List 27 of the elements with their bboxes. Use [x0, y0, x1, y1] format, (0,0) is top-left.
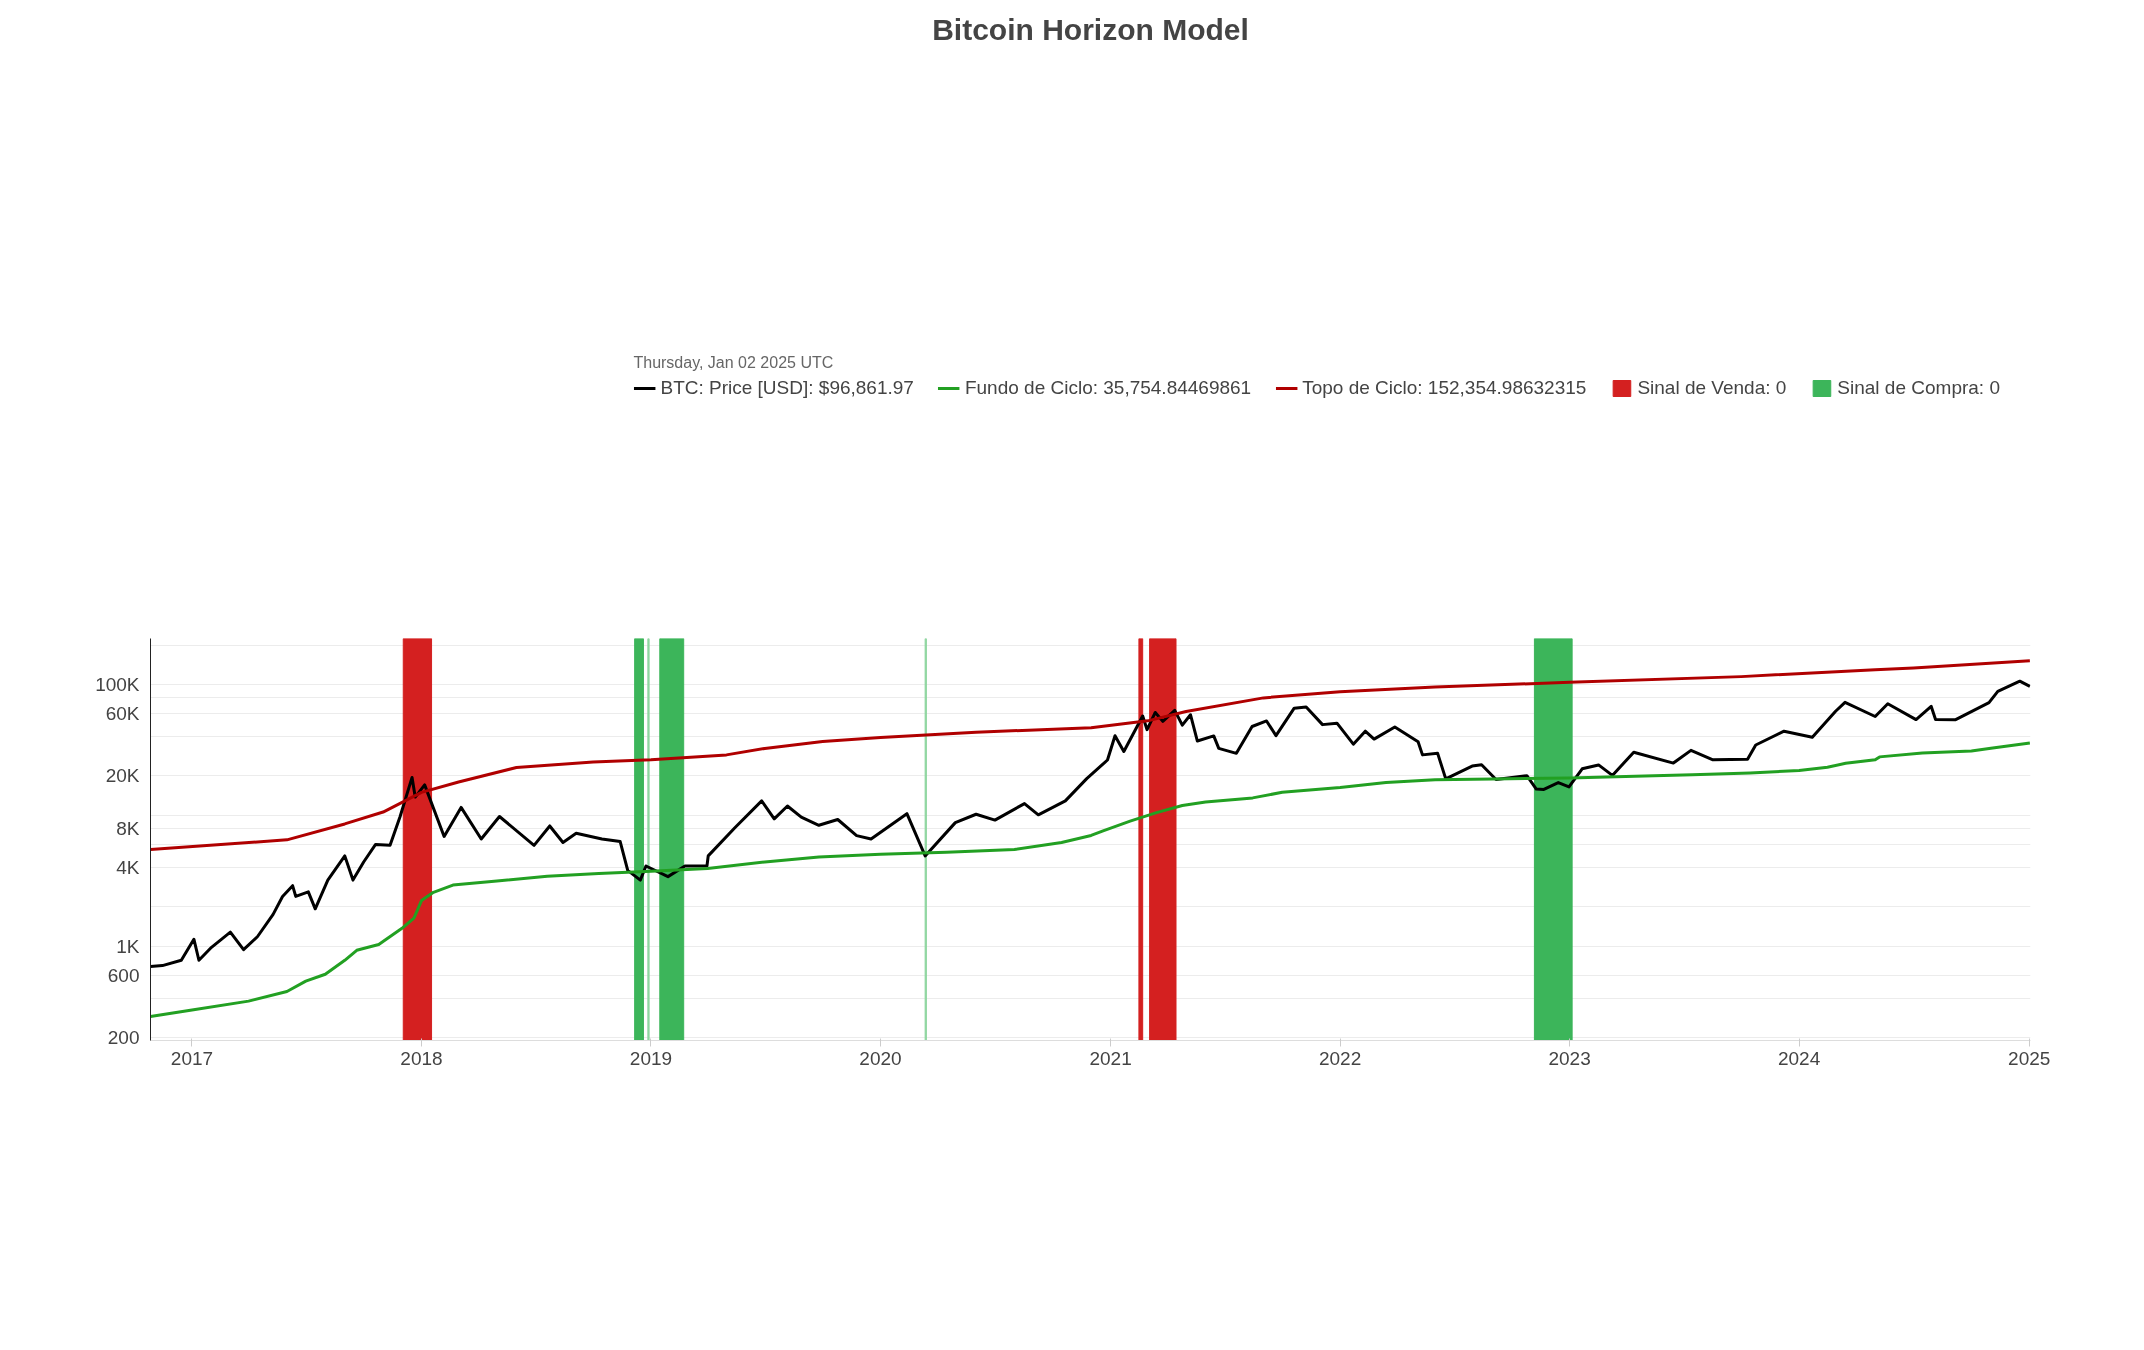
- x-tick-label: 2018: [400, 1047, 443, 1069]
- x-tick-label: 2022: [1318, 1047, 1362, 1069]
- y-tick-label: 600: [107, 964, 140, 986]
- y-tick-label: 60K: [105, 703, 140, 725]
- line-series: [150, 659, 2031, 852]
- legend-title: Thursday, Jan 02 2025 UTC: [633, 354, 835, 372]
- line-series: [150, 741, 2031, 1018]
- line-series: [150, 679, 2031, 968]
- y-tick-label: 8K: [116, 817, 140, 839]
- x-tick-label: 2019: [629, 1047, 673, 1069]
- legend-label: Topo de Ciclo: 152,354.98632315: [1302, 377, 1587, 399]
- legend-label: Sinal de Venda: 0: [1637, 377, 1787, 399]
- chart-title: Bitcoin Horizon Model: [932, 12, 1249, 46]
- x-tick-label: 2017: [170, 1047, 214, 1069]
- x-tick-label: 2021: [1089, 1047, 1132, 1069]
- x-tick-label: 2020: [859, 1047, 902, 1069]
- legend-label: BTC: Price [USD]: $96,861.97: [660, 377, 914, 399]
- legend-label: Sinal de Compra: 0: [1837, 377, 2000, 399]
- y-tick-label: 4K: [116, 856, 140, 878]
- x-tick-label: 2025: [2008, 1047, 2051, 1069]
- y-tick-label: 1K: [116, 935, 140, 957]
- x-tick-label: 2024: [1777, 1047, 1821, 1069]
- y-tick-label: 200: [107, 1027, 140, 1049]
- legend-label: Fundo de Ciclo: 35,754.84469861: [964, 377, 1252, 399]
- y-tick-label: 20K: [105, 765, 140, 787]
- y-tick-label: 100K: [95, 674, 140, 696]
- x-tick-label: 2023: [1548, 1047, 1591, 1069]
